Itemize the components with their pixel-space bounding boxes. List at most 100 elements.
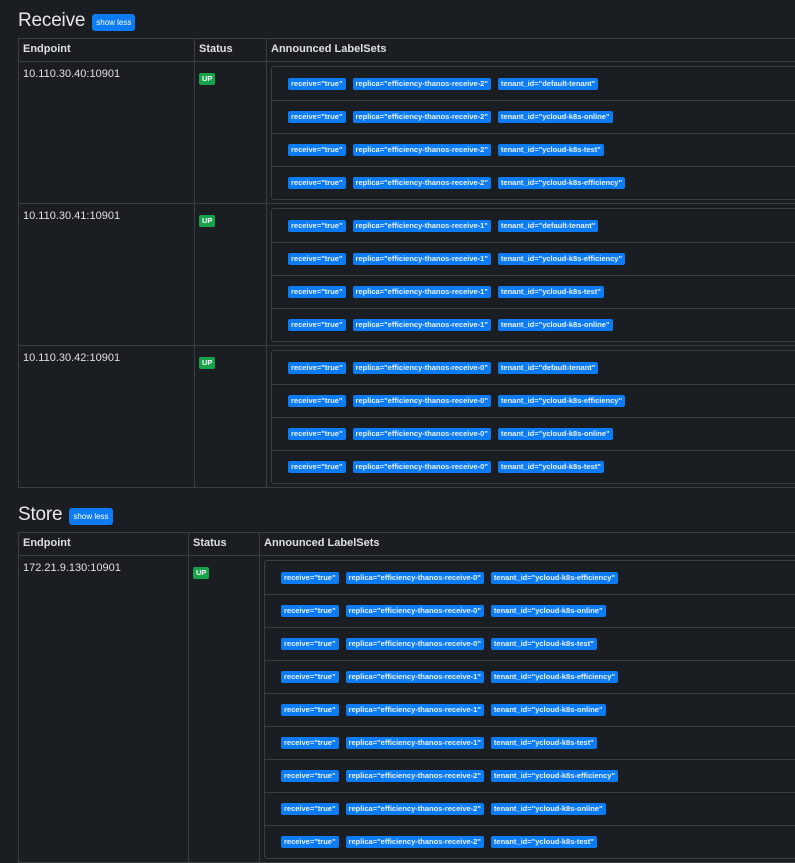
label-badge: receive="true": [288, 395, 346, 407]
label-badge: replica="efficiency-thanos-receive-0": [346, 605, 484, 617]
label-badge: receive="true": [288, 253, 346, 265]
labelset-row: receive="true" replica="efficiency-thanos…: [272, 384, 795, 417]
label-badge: tenant_id="ycloud-k8s-efficiency": [498, 253, 625, 265]
status-badge: UP: [199, 357, 215, 369]
labelset-row: receive="true"replica="efficiency-thanos…: [265, 726, 795, 759]
label-badge: receive="true": [288, 220, 346, 232]
labelset-row: receive="true"replica="efficiency-thanos…: [272, 417, 795, 450]
label-badge: receive="true": [288, 144, 346, 156]
label-badge: receive="true": [288, 177, 346, 189]
label-badge: replica="efficiency-thanos-receive-0": [346, 572, 484, 584]
status-cell: UP: [195, 62, 267, 204]
label-badge: tenant_id="default-tenant": [498, 362, 598, 374]
labelset-row: receive="true" replica="efficiency-thanos…: [265, 759, 795, 792]
label-badge: receive="true": [281, 770, 339, 782]
label-badge: receive="true": [288, 78, 346, 90]
labelset-row: receive="true" replica="efficiency-thanos…: [265, 825, 795, 858]
label-badge: replica="efficiency-thanos-receive-1": [346, 737, 484, 749]
label-badge: replica="efficiency-thanos-receive-2": [346, 770, 484, 782]
labelset-list: receive="true" replica="efficiency-thanos…: [271, 66, 795, 200]
labelset-row: receive="true" replica="efficiency-thanos…: [272, 450, 795, 483]
endpoint-cell: 172.21.9.130:10901: [19, 556, 189, 863]
store-table: Endpoint Status Announced LabelSets 172.…: [18, 532, 795, 863]
receive-header: Receive show less: [18, 8, 795, 34]
label-badge: receive="true": [281, 671, 339, 683]
label-badge: replica="efficiency-thanos-receive-0": [353, 461, 491, 473]
label-badge: tenant_id="ycloud-k8s-test": [498, 461, 604, 473]
label-badge: tenant_id="ycloud-k8s-efficiency": [491, 671, 618, 683]
label-badge: tenant_id="ycloud-k8s-test": [491, 836, 597, 848]
label-badge: receive="true": [281, 803, 339, 815]
label-badge: receive="true": [288, 362, 346, 374]
label-badge: replica="efficiency-thanos-receive-1": [346, 671, 484, 683]
label-badge: replica="efficiency-thanos-receive-1": [353, 253, 491, 265]
label-badge: tenant_id="ycloud-k8s-online": [491, 803, 606, 815]
label-badge: tenant_id="ycloud-k8s-online": [491, 704, 606, 716]
store-section: Store show less Endpoint Status Announce…: [18, 502, 795, 863]
labelset-row: receive="true"replica="efficiency-thanos…: [272, 100, 795, 133]
labelsets-cell: receive="true" replica="efficiency-thanos…: [267, 346, 795, 488]
labelset-row: receive="true"replica="efficiency-thanos…: [272, 275, 795, 308]
label-badge: receive="true": [281, 638, 339, 650]
endpoint-cell: 10.110.30.42:10901: [19, 346, 195, 488]
labelset-row: receive="true" replica="efficiency-thanos…: [272, 351, 795, 384]
label-badge: replica="efficiency-thanos-receive-2": [353, 177, 491, 189]
label-badge: receive="true": [281, 572, 339, 584]
store-show-less-button[interactable]: show less: [69, 508, 112, 525]
endpoint-cell: 10.110.30.40:10901: [19, 62, 195, 204]
label-badge: tenant_id="ycloud-k8s-efficiency": [498, 395, 625, 407]
label-badge: tenant_id="default-tenant": [498, 220, 598, 232]
labelset-row: receive="true" replica="efficiency-thanos…: [272, 67, 795, 100]
label-badge: replica="efficiency-thanos-receive-1": [353, 286, 491, 298]
label-badge: replica="efficiency-thanos-receive-0": [353, 395, 491, 407]
label-badge: replica="efficiency-thanos-receive-0": [353, 362, 491, 374]
labelset-row: receive="true" replica="efficiency-thanos…: [265, 594, 795, 627]
labelsets-cell: receive="true" replica="efficiency-thanos…: [260, 556, 795, 863]
receive-show-less-button[interactable]: show less: [92, 14, 135, 31]
label-badge: tenant_id="ycloud-k8s-online": [498, 319, 613, 331]
label-badge: receive="true": [281, 836, 339, 848]
label-badge: tenant_id="ycloud-k8s-test": [498, 286, 604, 298]
label-badge: replica="efficiency-thanos-receive-0": [353, 428, 491, 440]
labelset-row: receive="true" replica="efficiency-thanos…: [265, 660, 795, 693]
label-badge: replica="efficiency-thanos-receive-2": [353, 144, 491, 156]
table-row: 10.110.30.42:10901 UP receive="true" replic…: [19, 346, 795, 488]
label-badge: replica="efficiency-thanos-receive-2": [353, 78, 491, 90]
store-header: Store show less: [18, 502, 795, 528]
table-header-row: Endpoint Status Announced LabelSets: [19, 39, 795, 62]
labelset-row: receive="true"replica="efficiency-thanos…: [265, 627, 795, 660]
label-badge: tenant_id="ycloud-k8s-online": [498, 428, 613, 440]
label-badge: replica="efficiency-thanos-receive-2": [353, 111, 491, 123]
receive-table: Endpoint Status Announced LabelSets 10.1…: [18, 38, 795, 488]
labelset-row: receive="true" replica="efficiency-thanos…: [272, 166, 795, 199]
labelset-row: receive="true"replica="efficiency-thanos…: [265, 792, 795, 825]
status-badge: UP: [199, 215, 215, 227]
label-badge: receive="true": [288, 461, 346, 473]
labelsets-cell: receive="true" replica="efficiency-thanos…: [267, 62, 795, 204]
table-header-row: Endpoint Status Announced LabelSets: [19, 533, 795, 556]
column-labelsets: Announced LabelSets: [267, 39, 795, 62]
column-endpoint: Endpoint: [19, 533, 189, 556]
label-badge: receive="true": [281, 605, 339, 617]
status-cell: UP: [195, 204, 267, 346]
receive-title: Receive: [18, 10, 85, 32]
label-badge: replica="efficiency-thanos-receive-2": [346, 836, 484, 848]
label-badge: tenant_id="ycloud-k8s-test": [498, 144, 604, 156]
label-badge: tenant_id="ycloud-k8s-online": [498, 111, 613, 123]
label-badge: replica="efficiency-thanos-receive-1": [353, 220, 491, 232]
label-badge: tenant_id="ycloud-k8s-online": [491, 605, 606, 617]
label-badge: tenant_id="ycloud-k8s-efficiency": [491, 770, 618, 782]
status-cell: UP: [189, 556, 260, 863]
label-badge: receive="true": [281, 704, 339, 716]
labelset-list: receive="true" replica="efficiency-thanos…: [271, 350, 795, 484]
label-badge: tenant_id="ycloud-k8s-efficiency": [498, 177, 625, 189]
store-title: Store: [18, 504, 62, 526]
labelset-row: receive="true"replica="efficiency-thanos…: [272, 308, 795, 341]
label-badge: tenant_id="ycloud-k8s-test": [491, 737, 597, 749]
label-badge: tenant_id="ycloud-k8s-test": [491, 638, 597, 650]
column-endpoint: Endpoint: [19, 39, 195, 62]
